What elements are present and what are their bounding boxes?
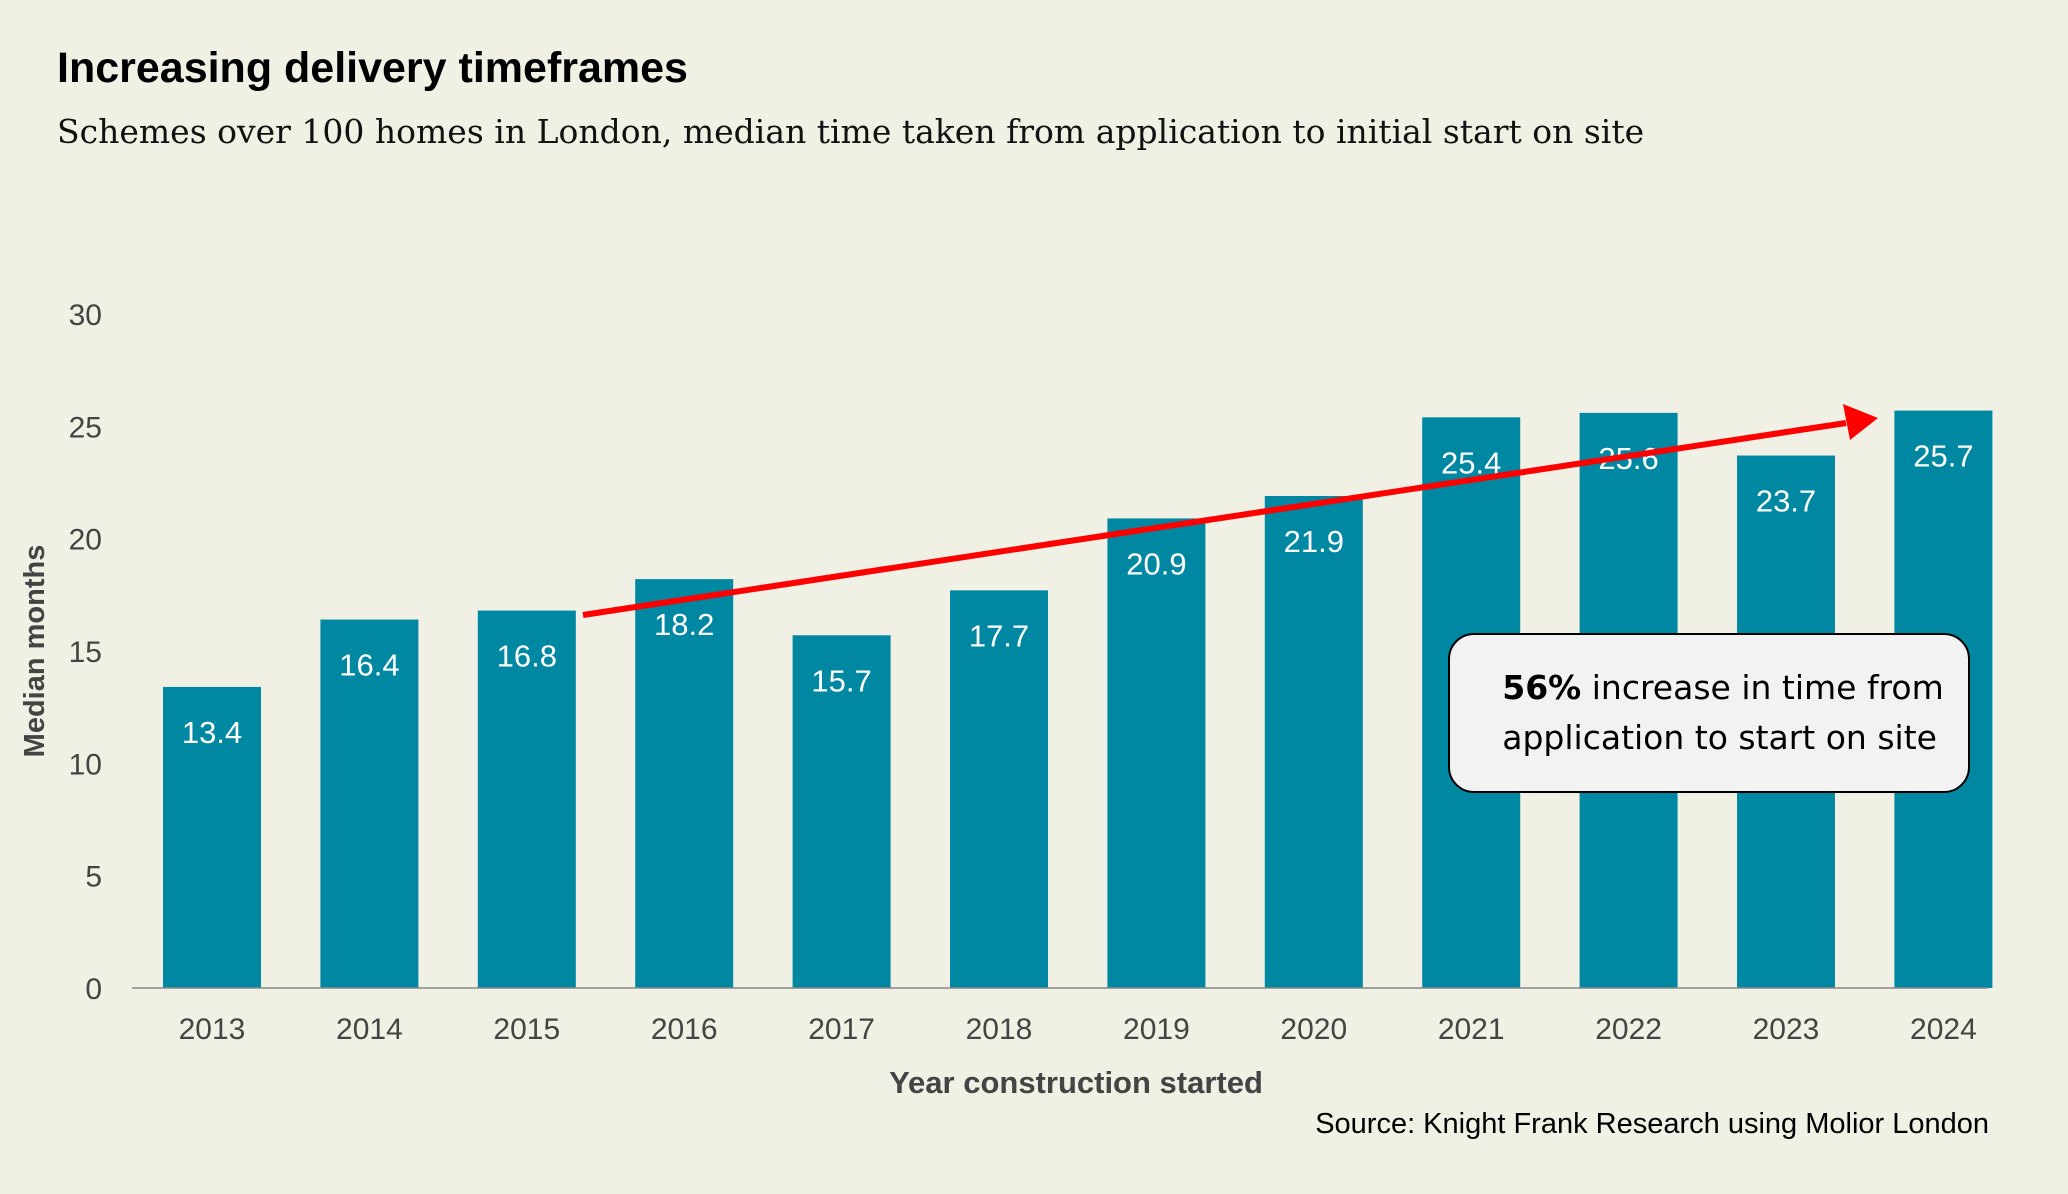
x-tick-label: 2013 <box>179 1013 246 1046</box>
y-tick-label: 0 <box>85 973 102 1006</box>
callout-line1: increase in time from <box>1581 668 1944 707</box>
data-label: 21.9 <box>1284 524 1344 559</box>
callout-bold: 56% <box>1502 668 1582 707</box>
x-tick-label: 2017 <box>808 1013 875 1046</box>
data-label: 16.8 <box>497 639 557 674</box>
x-tick-label: 2014 <box>336 1013 403 1046</box>
y-tick-label: 15 <box>69 636 102 669</box>
bar-2014 <box>320 619 419 988</box>
x-tick-label: 2019 <box>1123 1013 1190 1046</box>
data-label: 17.7 <box>969 618 1029 653</box>
x-tick-label: 2016 <box>651 1013 718 1046</box>
y-tick-label: 10 <box>69 748 102 781</box>
bar-2016 <box>635 579 734 988</box>
data-label: 18.2 <box>654 607 714 642</box>
bar-2019 <box>1107 518 1206 988</box>
y-tick-label: 5 <box>85 861 102 894</box>
y-axis-label: Median months <box>19 545 51 758</box>
bar-2020 <box>1264 495 1363 988</box>
source-note: Source: Knight Frank Research using Moli… <box>1315 1108 1989 1140</box>
callout-line2: application to start on site <box>1502 718 1937 757</box>
trend-arrow <box>582 404 1878 618</box>
data-label: 25.7 <box>1913 439 1973 474</box>
x-tick-label: 2021 <box>1438 1013 1505 1046</box>
x-tick-label: 2020 <box>1280 1013 1347 1046</box>
y-tick-label: 30 <box>69 299 102 332</box>
y-tick-label: 25 <box>69 411 102 444</box>
x-tick-label: 2018 <box>966 1013 1033 1046</box>
data-label: 16.4 <box>339 648 399 683</box>
x-tick-label: 2024 <box>1910 1013 1977 1046</box>
bar-2013 <box>163 686 261 988</box>
x-axis-label: Year construction started <box>889 1065 1263 1100</box>
data-label: 13.4 <box>182 715 242 750</box>
x-tick-label: 2015 <box>493 1013 560 1046</box>
data-label: 20.9 <box>1126 546 1186 581</box>
x-tick-label: 2022 <box>1595 1013 1662 1046</box>
callout-box: 56% increase in time from application to … <box>1448 633 1970 793</box>
y-tick-label: 20 <box>69 524 102 557</box>
data-label: 23.7 <box>1756 484 1816 519</box>
bar-2017 <box>792 635 891 988</box>
x-tick-label: 2023 <box>1753 1013 1820 1046</box>
data-label: 15.7 <box>811 663 871 698</box>
chart-subtitle: Schemes over 100 homes in London, median… <box>57 112 1645 151</box>
bar-2015 <box>477 610 576 988</box>
bar-2018 <box>950 590 1048 988</box>
chart-title: Increasing delivery timeframes <box>57 44 688 92</box>
